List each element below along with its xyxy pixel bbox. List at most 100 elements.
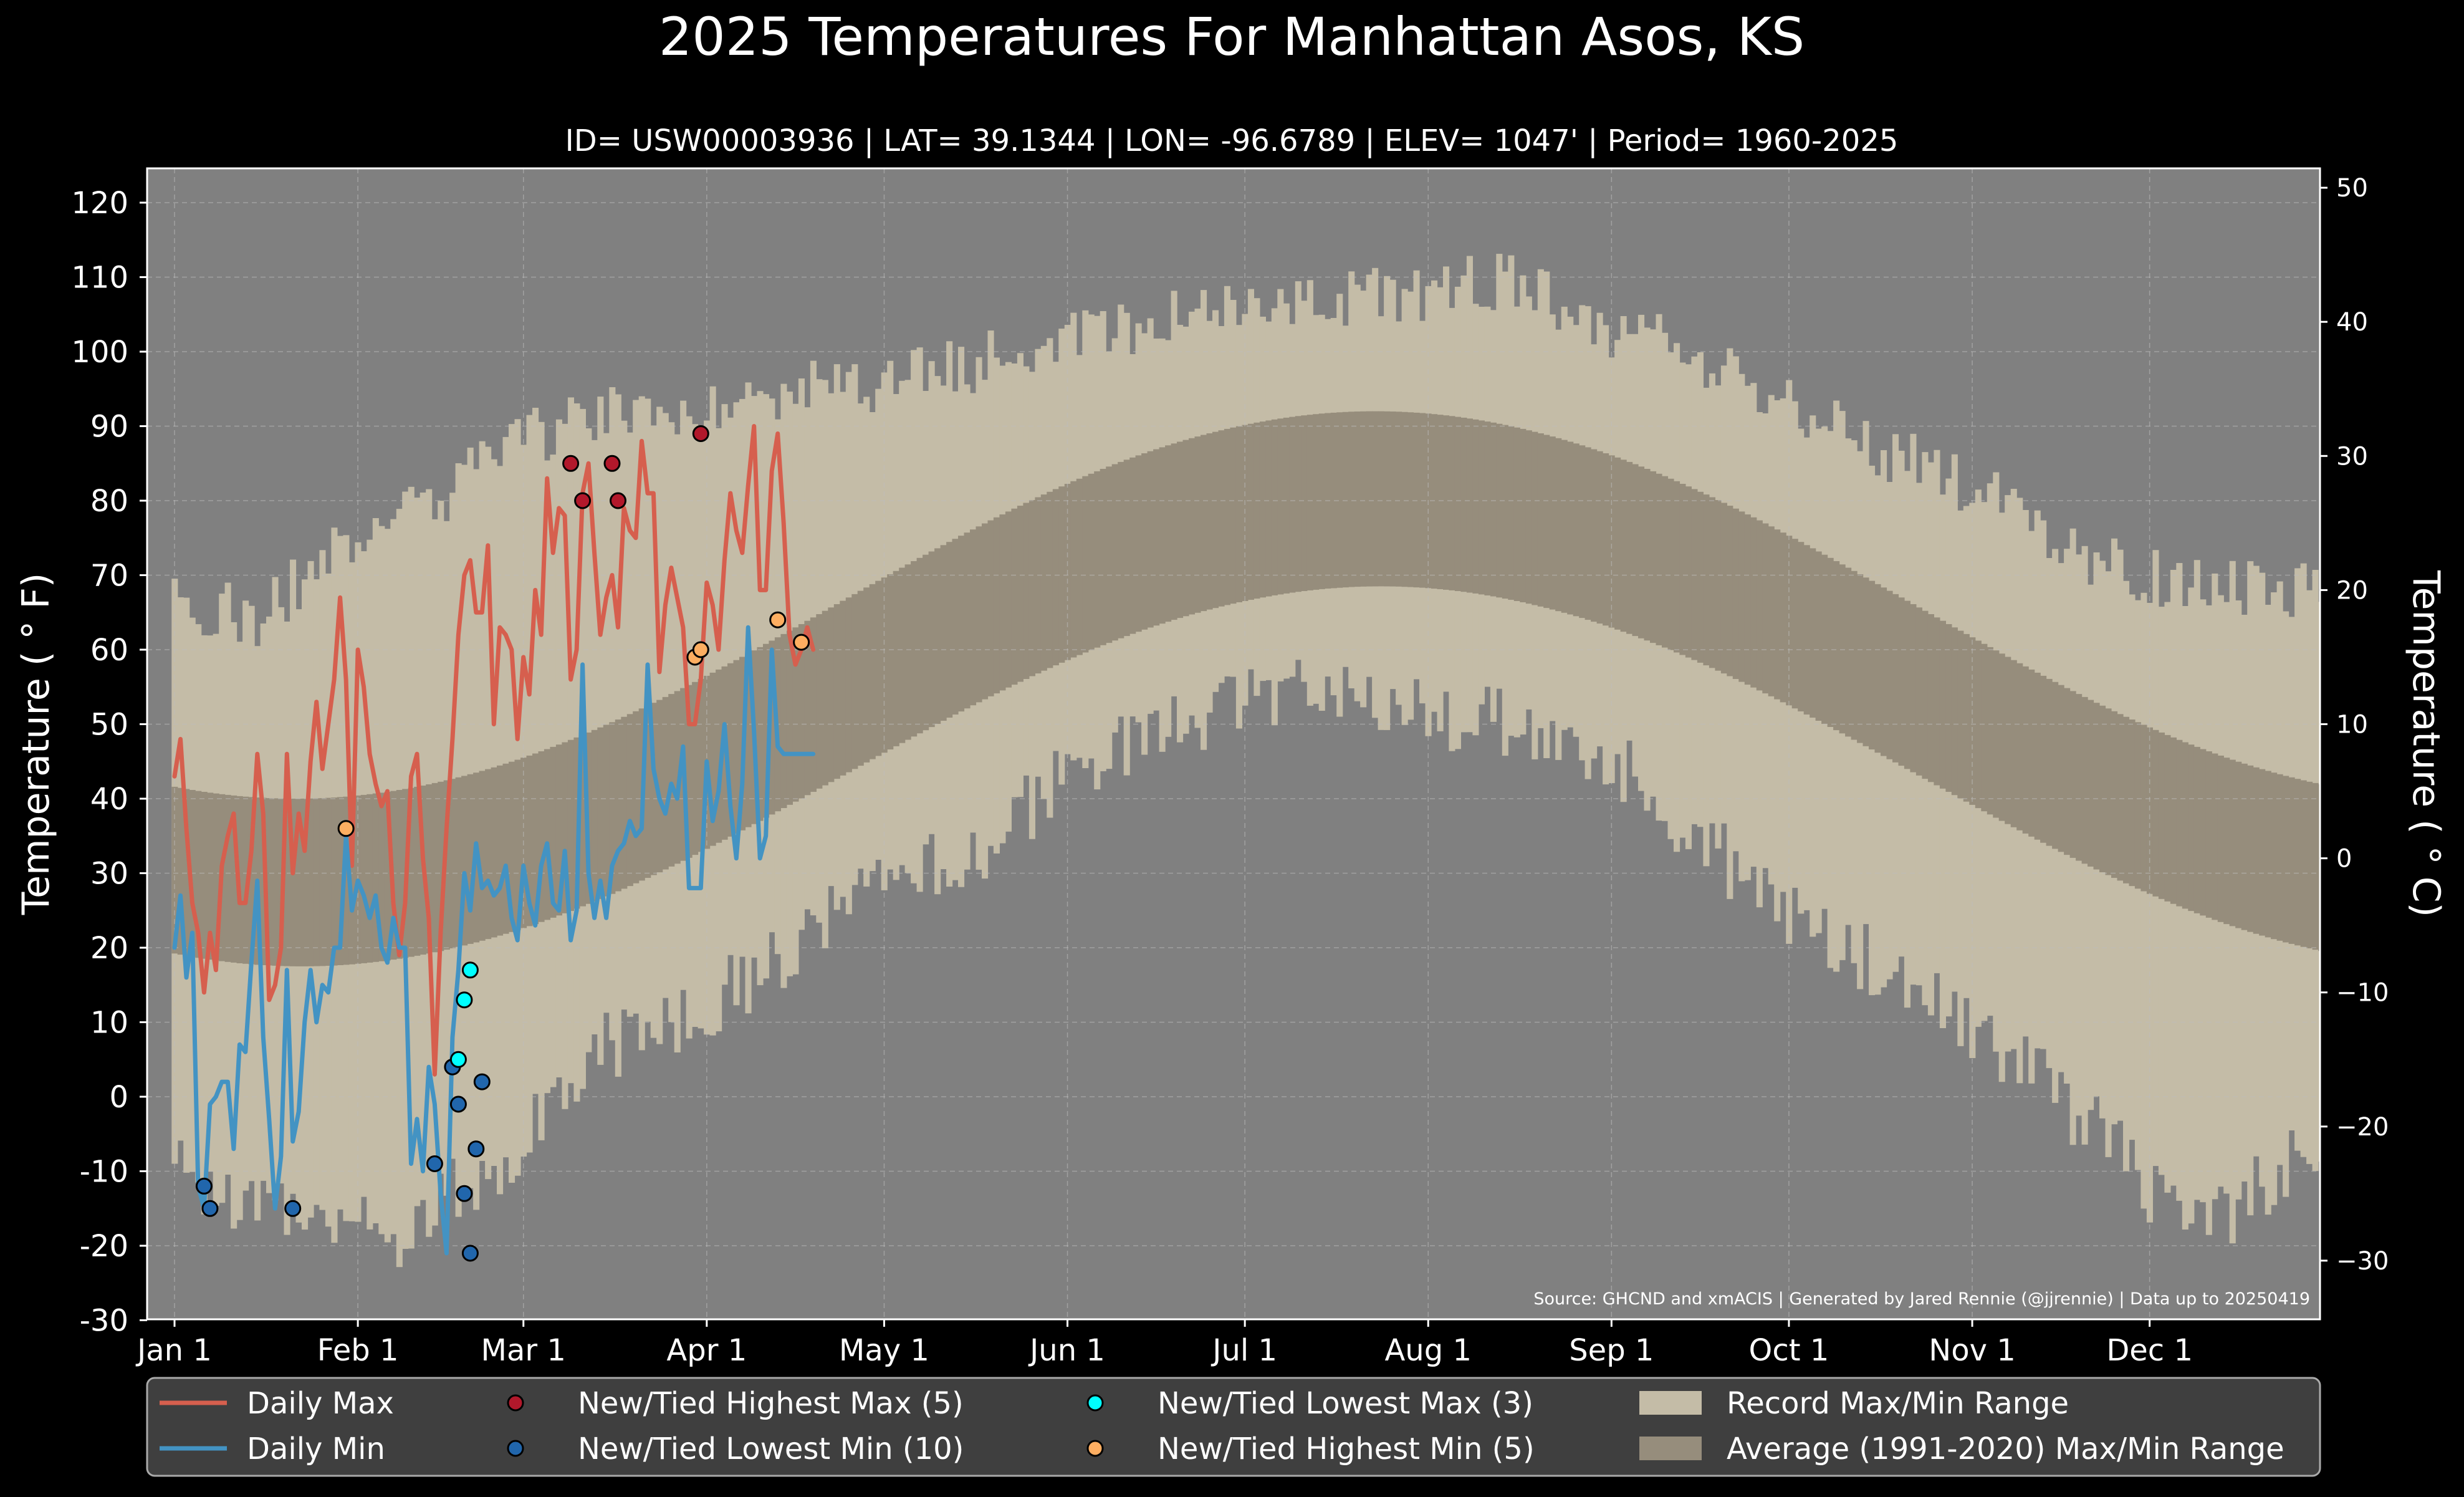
legend-patch-swatch xyxy=(1639,1437,1702,1460)
legend-dot-swatch xyxy=(1086,1394,1104,1412)
average-range-bar xyxy=(911,561,918,737)
average-range-bar xyxy=(656,700,663,873)
average-range-bar xyxy=(1247,423,1254,600)
average-range-bar xyxy=(1449,416,1455,590)
average-range-bar xyxy=(2247,765,2254,932)
average-range-bar xyxy=(1289,416,1296,593)
average-range-bar xyxy=(555,744,562,916)
average-range-bar xyxy=(579,734,586,907)
average-range-bar xyxy=(2005,657,2011,824)
right-tick-label: −10 xyxy=(2336,979,2389,1008)
record-high-max-marker xyxy=(574,492,592,509)
x-tick-label: Aug 1 xyxy=(1384,1333,1472,1368)
average-range-bar xyxy=(1620,460,1627,632)
legend-entry: New/Tied Highest Max (5) xyxy=(507,1386,964,1421)
average-range-bar xyxy=(1460,417,1467,592)
average-range-bar xyxy=(792,627,799,802)
average-range-bar xyxy=(2058,685,2064,852)
average-range-bar xyxy=(1165,445,1172,622)
average-range-bar xyxy=(1927,614,1934,782)
average-range-bar xyxy=(1443,415,1450,590)
average-range-bar xyxy=(733,660,740,834)
legend-entry: New/Tied Lowest Min (10) xyxy=(507,1432,964,1466)
average-range-bar xyxy=(1389,412,1396,587)
average-range-bar xyxy=(1094,471,1101,648)
average-range-bar xyxy=(928,551,935,728)
average-range-bar xyxy=(290,799,297,966)
average-range-bar xyxy=(1017,506,1023,682)
average-range-bar xyxy=(2182,742,2188,909)
record-range-bar xyxy=(2205,605,2212,1235)
record-low-min-marker xyxy=(461,1244,479,1262)
average-range-bar xyxy=(833,604,840,779)
right-tick-label: −20 xyxy=(2336,1113,2389,1142)
record-range-bar xyxy=(2182,606,2188,1230)
legend-label: Daily Min xyxy=(247,1432,385,1466)
average-range-bar xyxy=(1005,511,1012,688)
average-range-bar xyxy=(1904,600,1910,769)
chart-title: 2025 Temperatures For Manhattan Asos, KS xyxy=(659,6,1805,67)
average-range-bar xyxy=(1301,415,1308,591)
average-range-bar xyxy=(1135,455,1142,632)
average-range-bar xyxy=(934,548,941,724)
average-range-bar xyxy=(1295,416,1302,592)
average-range-bar xyxy=(958,536,965,712)
average-range-bar xyxy=(1768,526,1775,696)
average-range-bar xyxy=(668,694,675,867)
average-range-bar xyxy=(1348,412,1355,587)
record-high-max-marker xyxy=(692,425,709,442)
average-range-bar xyxy=(514,759,521,930)
average-range-bar xyxy=(485,769,492,940)
right-tick-label: 20 xyxy=(2336,576,2368,605)
average-range-bar xyxy=(2294,779,2301,946)
average-range-bar xyxy=(887,574,894,749)
average-range-bar xyxy=(2217,755,2224,922)
average-range-bar xyxy=(1159,447,1166,624)
x-tick-label: Jun 1 xyxy=(1028,1333,1105,1368)
source-note: Source: GHCND and xmACIS | Generated by … xyxy=(1533,1289,2310,1309)
average-range-bar xyxy=(1537,433,1544,607)
left-tick-label: 100 xyxy=(71,335,128,370)
average-range-bar xyxy=(1780,532,1786,703)
average-range-bar xyxy=(1047,491,1053,668)
average-range-bar xyxy=(674,691,681,864)
average-range-bar xyxy=(904,564,911,740)
average-range-bar xyxy=(2235,761,2242,928)
average-range-bar xyxy=(284,798,290,966)
x-axis-ticks: Jan 1 Feb 1 Mar 1 Apr 1 May 1 Jun 1 Jul 1 Aug 1… xyxy=(135,1319,2193,1368)
right-axis-label: Temperature ( ° C) xyxy=(2404,570,2448,917)
average-range-bar xyxy=(780,633,787,808)
average-range-bar xyxy=(1265,420,1272,597)
average-range-bar xyxy=(1525,430,1532,604)
average-range-bar xyxy=(438,781,444,951)
average-range-bar xyxy=(1821,554,1828,724)
record-range-bar xyxy=(532,408,539,1094)
average-range-bar xyxy=(2253,767,2260,934)
average-range-bar xyxy=(2176,739,2183,907)
average-range-bar xyxy=(869,584,876,759)
average-range-bar xyxy=(2205,751,2212,918)
record-range-bar xyxy=(603,433,610,1013)
average-range-bar xyxy=(1591,449,1598,622)
average-range-bar xyxy=(1732,508,1739,679)
average-range-bar xyxy=(2306,781,2313,948)
average-range-bar xyxy=(1283,417,1290,594)
average-range-bar xyxy=(1833,561,1840,731)
average-range-bar xyxy=(195,791,202,958)
record-low-min-marker xyxy=(473,1073,491,1090)
average-range-bar xyxy=(1189,438,1196,615)
average-range-bar xyxy=(1372,411,1379,587)
average-range-bar xyxy=(1336,412,1343,588)
average-range-bar xyxy=(1306,415,1313,590)
average-range-bar xyxy=(940,545,947,721)
average-range-bar xyxy=(1922,610,1929,779)
average-range-bar xyxy=(1182,440,1189,617)
average-range-bar xyxy=(893,570,899,746)
average-range-bar xyxy=(1082,476,1089,653)
left-axis-label: Temperature ( ° F) xyxy=(14,573,58,916)
average-range-bar xyxy=(2229,759,2236,927)
average-range-bar xyxy=(1118,461,1124,638)
average-range-bar xyxy=(1177,441,1184,619)
average-range-bar xyxy=(544,749,550,920)
